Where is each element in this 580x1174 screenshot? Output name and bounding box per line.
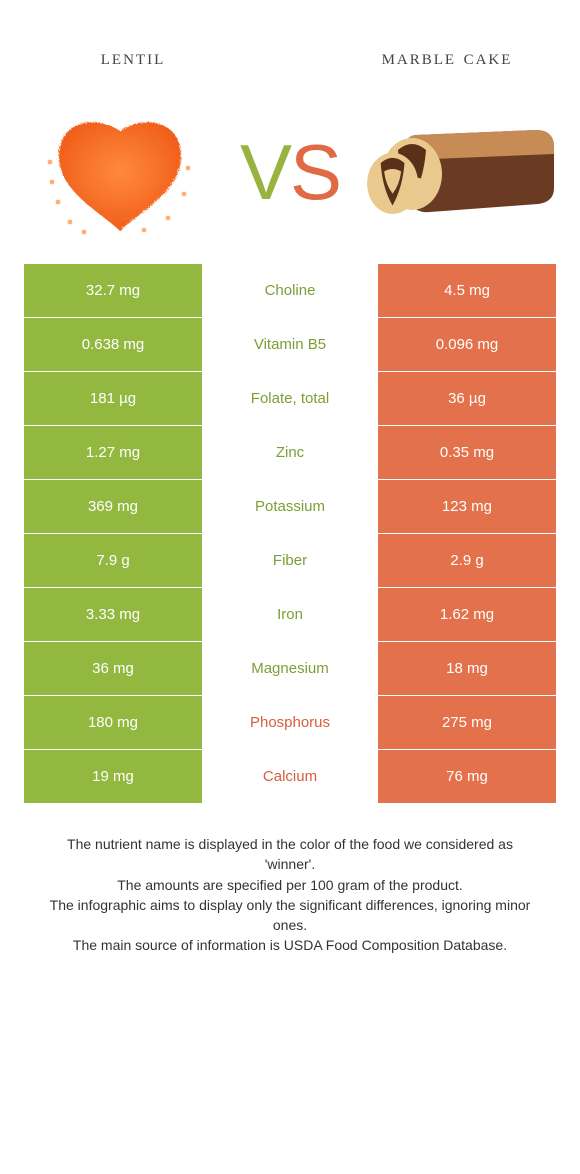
right-value: 275 mg [378, 696, 556, 749]
images-row: VS [0, 94, 580, 264]
nutrient-table: 32.7 mgCholine4.5 mg0.638 mgVitamin B50.… [24, 264, 556, 804]
left-value: 369 mg [24, 480, 202, 533]
table-row: 369 mgPotassium123 mg [24, 480, 556, 534]
right-value: 36 µg [378, 372, 556, 425]
right-value: 0.096 mg [378, 318, 556, 371]
table-row: 0.638 mgVitamin B50.096 mg [24, 318, 556, 372]
vs-s: S [290, 128, 340, 216]
header: lentil marble cake [0, 0, 580, 94]
nutrient-name: Phosphorus [202, 696, 378, 749]
left-value: 181 µg [24, 372, 202, 425]
footer-line: The main source of information is USDA F… [40, 935, 540, 955]
table-row: 32.7 mgCholine4.5 mg [24, 264, 556, 318]
nutrient-name: Folate, total [202, 372, 378, 425]
vs-label: VS [240, 127, 340, 218]
right-value: 123 mg [378, 480, 556, 533]
table-row: 36 mgMagnesium18 mg [24, 642, 556, 696]
left-value: 19 mg [24, 750, 202, 803]
right-value: 1.62 mg [378, 588, 556, 641]
footer-line: The amounts are specified per 100 gram o… [40, 875, 540, 895]
table-row: 3.33 mgIron1.62 mg [24, 588, 556, 642]
table-row: 1.27 mgZinc0.35 mg [24, 426, 556, 480]
nutrient-name: Zinc [202, 426, 378, 479]
nutrient-name: Potassium [202, 480, 378, 533]
cake-image [366, 97, 556, 247]
right-value: 0.35 mg [378, 426, 556, 479]
left-value: 7.9 g [24, 534, 202, 587]
table-row: 181 µgFolate, total36 µg [24, 372, 556, 426]
right-value: 76 mg [378, 750, 556, 803]
nutrient-name: Calcium [202, 750, 378, 803]
nutrient-name: Choline [202, 264, 378, 317]
left-value: 0.638 mg [24, 318, 202, 371]
right-value: 18 mg [378, 642, 556, 695]
lentil-image [24, 97, 214, 247]
footer-notes: The nutrient name is displayed in the co… [0, 804, 580, 956]
footer-line: The nutrient name is displayed in the co… [40, 834, 540, 875]
left-food-title: lentil [28, 44, 238, 69]
left-value: 32.7 mg [24, 264, 202, 317]
left-value: 3.33 mg [24, 588, 202, 641]
vs-v: V [240, 128, 290, 216]
footer-line: The infographic aims to display only the… [40, 895, 540, 936]
nutrient-name: Magnesium [202, 642, 378, 695]
right-value: 2.9 g [378, 534, 556, 587]
left-value: 1.27 mg [24, 426, 202, 479]
table-row: 19 mgCalcium76 mg [24, 750, 556, 804]
nutrient-name: Vitamin B5 [202, 318, 378, 371]
table-row: 180 mgPhosphorus275 mg [24, 696, 556, 750]
right-food-title: marble cake [342, 44, 552, 69]
right-value: 4.5 mg [378, 264, 556, 317]
nutrient-name: Fiber [202, 534, 378, 587]
left-value: 180 mg [24, 696, 202, 749]
left-value: 36 mg [24, 642, 202, 695]
nutrient-name: Iron [202, 588, 378, 641]
table-row: 7.9 gFiber2.9 g [24, 534, 556, 588]
